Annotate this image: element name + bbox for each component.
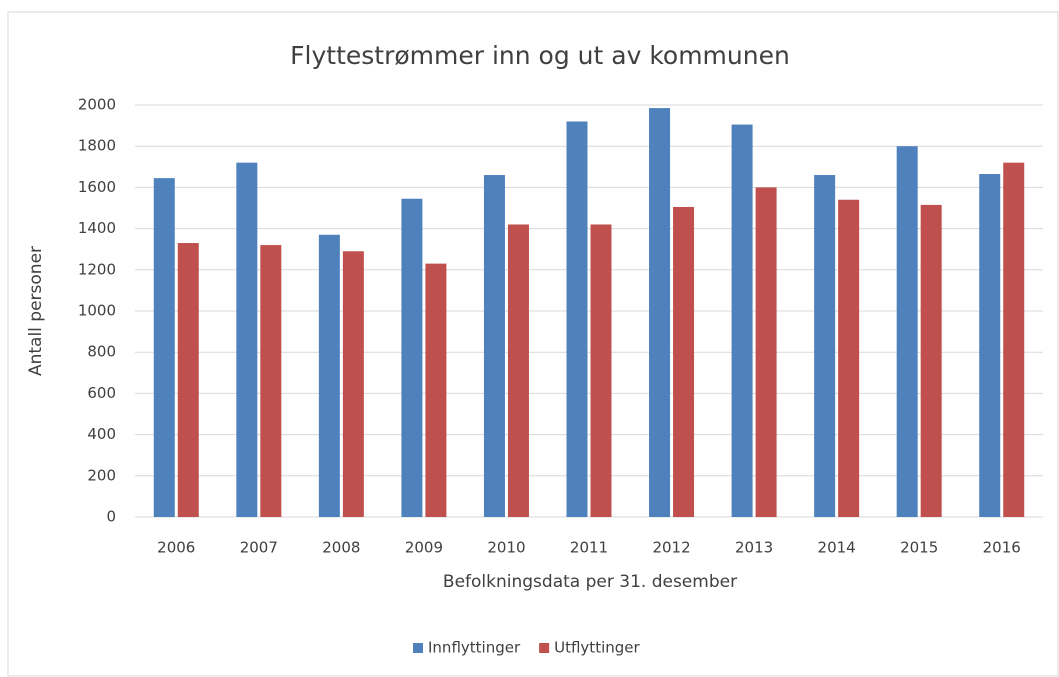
bar	[731, 124, 753, 517]
bar	[979, 174, 1001, 517]
x-tick-label: 2010	[487, 539, 525, 557]
x-axis-title: Befolkningsdata per 31. desember	[443, 572, 737, 592]
bar	[260, 245, 282, 517]
legend-swatch	[539, 643, 550, 653]
y-tick-label: 1200	[78, 260, 116, 278]
y-tick-label: 0	[106, 508, 116, 526]
bar	[401, 198, 423, 518]
legend-swatch	[413, 643, 423, 653]
bar	[755, 187, 777, 517]
legend-label: Innflyttinger	[428, 639, 521, 657]
bar	[342, 251, 364, 517]
y-tick-label: 2000	[78, 96, 116, 114]
bar	[590, 224, 612, 518]
y-tick-label: 600	[87, 384, 116, 402]
bar	[1003, 162, 1025, 517]
x-tick-label: 2016	[983, 539, 1021, 557]
x-tick-label: 2008	[322, 539, 360, 557]
x-tick-label: 2011	[570, 539, 608, 557]
bar	[318, 234, 340, 517]
y-tick-label: 200	[87, 466, 116, 484]
y-tick-label: 1800	[78, 137, 116, 155]
bar	[483, 175, 505, 518]
bar	[177, 243, 199, 517]
x-tick-label: 2015	[900, 539, 938, 557]
y-tick-label: 1600	[78, 178, 116, 196]
y-tick-label: 1400	[78, 219, 116, 237]
x-tick-label: 2014	[818, 539, 856, 557]
bar	[649, 108, 671, 517]
bar	[153, 178, 175, 517]
bar	[838, 199, 860, 517]
x-tick-label: 2007	[240, 539, 278, 557]
y-tick-label: 800	[87, 343, 116, 361]
x-tick-label: 2013	[735, 539, 773, 557]
bar	[236, 162, 258, 517]
bar	[507, 224, 529, 518]
bar	[896, 146, 918, 517]
y-axis-title: Antall personer	[26, 246, 46, 376]
bar	[566, 121, 588, 517]
bar	[425, 263, 447, 517]
bar	[814, 175, 836, 518]
x-tick-label: 2009	[405, 539, 443, 557]
y-tick-label: 400	[87, 425, 116, 443]
y-tick-label: 1000	[78, 302, 116, 320]
bar	[673, 206, 695, 517]
x-tick-label: 2012	[652, 539, 690, 557]
legend-label: Utflyttinger	[554, 639, 640, 657]
bar	[920, 204, 942, 517]
chart-title: Flyttestrømmer inn og ut av kommunen	[290, 41, 790, 70]
x-tick-label: 2006	[157, 539, 195, 557]
